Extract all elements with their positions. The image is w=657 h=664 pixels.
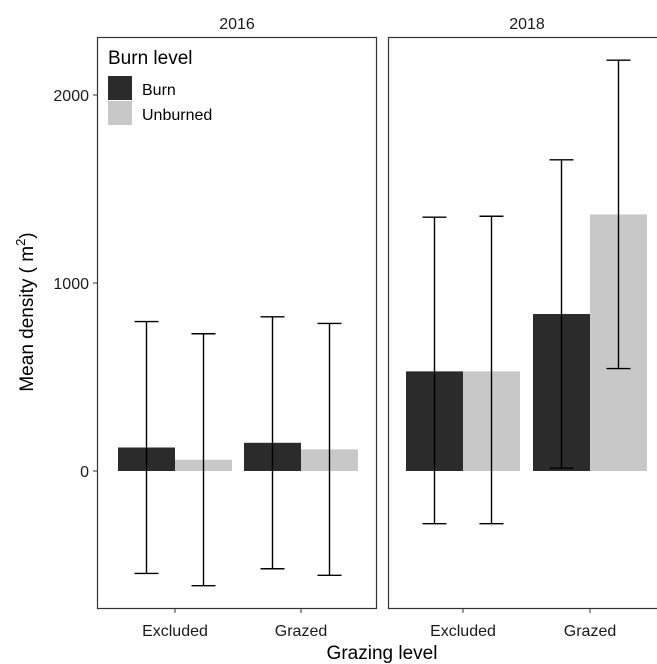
errorbars-layer [134, 59, 631, 587]
y-axis: 0 1000 2000 [53, 88, 97, 481]
x-tick-label-excluded-2016: Excluded [142, 623, 208, 640]
errorbar-unburned-grazed-2018 [606, 59, 631, 370]
y-axis-title-close: ) [17, 232, 38, 238]
y-tick-label: 1000 [53, 276, 89, 293]
panel-2016 [96, 36, 378, 610]
errorbar-unburned-grazed-2016 [317, 322, 342, 577]
legend-key-unburned [108, 101, 132, 125]
errorbar-burn-grazed-2016 [260, 316, 285, 570]
errorbar-unburned-excluded-2016 [191, 333, 216, 587]
bars-layer [118, 214, 647, 471]
y-axis-title: Mean density ( m2) [13, 232, 38, 391]
y-tick-label: 2000 [53, 88, 89, 105]
y-tick-label: 0 [80, 464, 89, 481]
y-axis-title-superscript: 2 [13, 239, 28, 246]
errorbar-burn-excluded-2016 [134, 320, 159, 575]
legend-key-burn [108, 76, 132, 100]
y-axis-title-main: Mean density ( m [17, 246, 38, 392]
errorbar-burn-grazed-2018 [549, 159, 574, 469]
facet-label-2018: 2018 [509, 16, 545, 33]
x-axis-title: Grazing level [327, 643, 438, 664]
legend-label-burn: Burn [142, 82, 176, 99]
errorbar-burn-excluded-2018 [422, 216, 447, 525]
x-tick-label-grazed-2016: Grazed [275, 623, 327, 640]
legend: Burn level Burn Unburned [104, 40, 234, 136]
x-tick-label-excluded-2018: Excluded [430, 623, 496, 640]
panel-2018 [387, 36, 657, 610]
errorbar-unburned-excluded-2018 [479, 215, 504, 525]
x-axis: Excluded Grazed Excluded Grazed [142, 609, 616, 640]
legend-title: Burn level [108, 48, 193, 69]
legend-label-unburned: Unburned [142, 107, 212, 124]
facet-label-2016: 2016 [219, 16, 255, 33]
x-tick-label-grazed-2018: Grazed [564, 623, 616, 640]
